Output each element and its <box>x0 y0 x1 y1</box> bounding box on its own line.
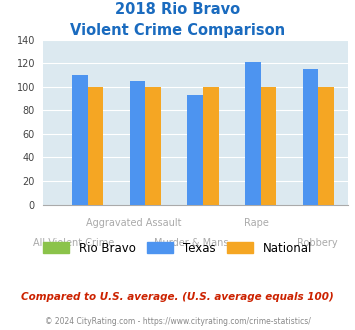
Bar <box>88 87 103 205</box>
Text: Aggravated Assault: Aggravated Assault <box>86 218 182 228</box>
Bar <box>145 87 161 205</box>
Text: 2018 Rio Bravo: 2018 Rio Bravo <box>115 2 240 16</box>
Text: Violent Crime Comparison: Violent Crime Comparison <box>70 23 285 38</box>
Bar <box>130 81 145 205</box>
Text: Robbery: Robbery <box>297 238 338 248</box>
Text: © 2024 CityRating.com - https://www.cityrating.com/crime-statistics/: © 2024 CityRating.com - https://www.city… <box>45 317 310 326</box>
Text: All Violent Crime: All Violent Crime <box>33 238 114 248</box>
Bar <box>303 69 318 205</box>
Bar <box>261 87 276 205</box>
Text: Murder & Mans...: Murder & Mans... <box>153 238 237 248</box>
Text: Rape: Rape <box>244 218 269 228</box>
Bar <box>318 87 334 205</box>
Bar <box>245 62 261 205</box>
Bar <box>187 95 203 205</box>
Text: Compared to U.S. average. (U.S. average equals 100): Compared to U.S. average. (U.S. average … <box>21 292 334 302</box>
Legend: Rio Bravo, Texas, National: Rio Bravo, Texas, National <box>38 237 317 259</box>
Bar <box>203 87 219 205</box>
Bar <box>72 75 88 205</box>
